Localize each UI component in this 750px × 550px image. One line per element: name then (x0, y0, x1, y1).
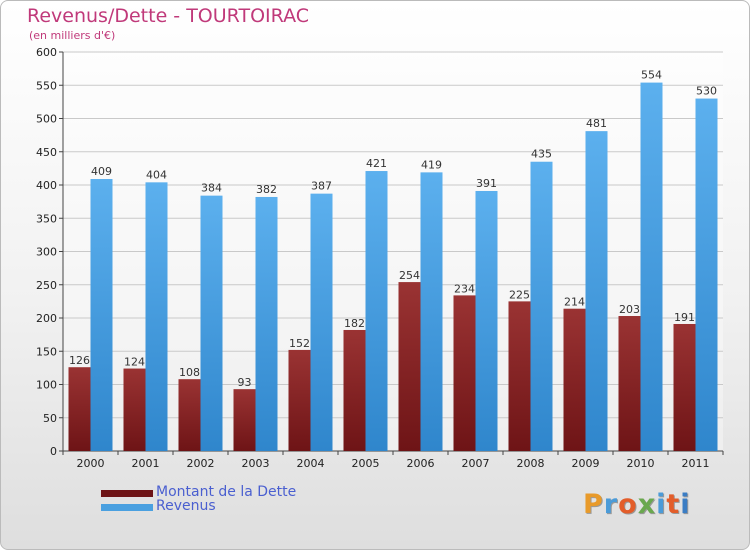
bar-dette-2000 (68, 367, 91, 451)
y-tick-label: 250 (36, 279, 57, 292)
chart-title: Revenus/Dette - TOURTOIRAC (27, 5, 310, 27)
x-tick-label: 2010 (627, 457, 655, 470)
x-tick-label: 2005 (352, 457, 380, 470)
legend-swatch-revenus (101, 504, 153, 511)
bar-dette-2001 (123, 368, 146, 451)
data-label-dette-2002: 108 (179, 366, 200, 379)
data-label-revenus-2005: 421 (366, 157, 387, 170)
brand-letter: i (656, 489, 667, 520)
data-label-revenus-2010: 554 (641, 69, 662, 82)
x-tick-label: 2009 (572, 457, 600, 470)
bar-revenus-2006 (420, 172, 443, 452)
data-label-dette-2000: 126 (69, 354, 90, 367)
data-label-revenus-2011: 530 (696, 85, 717, 98)
data-label-dette-2008: 225 (509, 288, 530, 301)
x-tick-label: 2002 (187, 457, 215, 470)
bar-revenus-2011 (695, 98, 718, 452)
data-label-dette-2001: 124 (124, 356, 145, 369)
x-tick-label: 2004 (297, 457, 325, 470)
y-tick-label: 0 (50, 445, 57, 458)
data-label-revenus-2006: 419 (421, 158, 442, 171)
bar-revenus-2002 (200, 195, 223, 451)
data-label-dette-2006: 254 (399, 269, 420, 282)
data-label-dette-2004: 152 (289, 337, 310, 350)
data-label-revenus-2009: 481 (586, 117, 607, 130)
data-label-dette-2007: 234 (454, 282, 475, 295)
brand-letter: x (637, 489, 657, 520)
brand-letter: P (583, 489, 604, 520)
data-label-dette-2009: 214 (564, 296, 585, 309)
brand-letter: o (618, 489, 638, 520)
bar-revenus-2010 (640, 82, 663, 451)
brand-logo: Proxiti (583, 489, 691, 520)
brand-letter: i (680, 489, 691, 520)
y-tick-label: 400 (36, 179, 57, 192)
bar-dette-2005 (343, 329, 366, 451)
chart-subtitle: (en milliers d'€) (29, 29, 116, 42)
data-label-revenus-2004: 387 (311, 180, 332, 193)
data-label-revenus-2003: 382 (256, 183, 277, 196)
legend-swatch-dette (101, 490, 153, 497)
bar-revenus-2004 (310, 193, 333, 451)
y-tick-label: 300 (36, 246, 57, 259)
bar-revenus-2003 (255, 196, 278, 451)
x-tick-label: 2003 (242, 457, 270, 470)
y-tick-label: 550 (36, 79, 57, 92)
x-tick-label: 2006 (407, 457, 435, 470)
bar-dette-2009 (563, 308, 586, 451)
x-tick-label: 2008 (517, 457, 545, 470)
data-label-revenus-2001: 404 (146, 168, 167, 181)
data-label-dette-2003: 93 (238, 376, 252, 389)
bar-dette-2004 (288, 349, 311, 451)
bar-dette-2011 (673, 323, 696, 451)
data-label-revenus-2007: 391 (476, 177, 497, 190)
brand-letter: r (603, 489, 619, 520)
bar-revenus-2009 (585, 131, 608, 451)
bar-dette-2010 (618, 316, 641, 451)
data-label-revenus-2000: 409 (91, 165, 112, 178)
data-label-revenus-2008: 435 (531, 148, 552, 161)
x-tick-label: 2001 (132, 457, 160, 470)
x-tick-label: 2011 (682, 457, 710, 470)
data-label-revenus-2002: 384 (201, 182, 222, 195)
bar-dette-2007 (453, 295, 476, 451)
brand-letter: t (666, 489, 681, 520)
legend-label-revenus: Revenus (156, 498, 216, 514)
data-label-dette-2010: 203 (619, 303, 640, 316)
x-tick-label: 2000 (77, 457, 105, 470)
y-tick-label: 150 (36, 345, 57, 358)
y-tick-label: 350 (36, 212, 57, 225)
bar-revenus-2005 (365, 171, 388, 451)
y-tick-label: 450 (36, 146, 57, 159)
bar-dette-2006 (398, 282, 421, 451)
bar-dette-2003 (233, 389, 256, 451)
bar-revenus-2008 (530, 161, 553, 451)
y-tick-label: 500 (36, 113, 57, 126)
legend-label-dette: Montant de la Dette (156, 484, 297, 500)
data-label-dette-2005: 182 (344, 317, 365, 330)
x-tick-label: 2007 (462, 457, 490, 470)
bar-revenus-2007 (475, 190, 498, 452)
bar-dette-2002 (178, 379, 201, 451)
y-tick-label: 600 (36, 46, 57, 59)
bar-dette-2008 (508, 301, 531, 451)
data-label-dette-2011: 191 (674, 311, 695, 324)
bar-revenus-2000 (90, 179, 113, 451)
y-tick-label: 100 (36, 379, 57, 392)
bar-revenus-2001 (145, 182, 168, 451)
y-tick-label: 50 (43, 412, 57, 425)
y-tick-label: 200 (36, 312, 57, 325)
